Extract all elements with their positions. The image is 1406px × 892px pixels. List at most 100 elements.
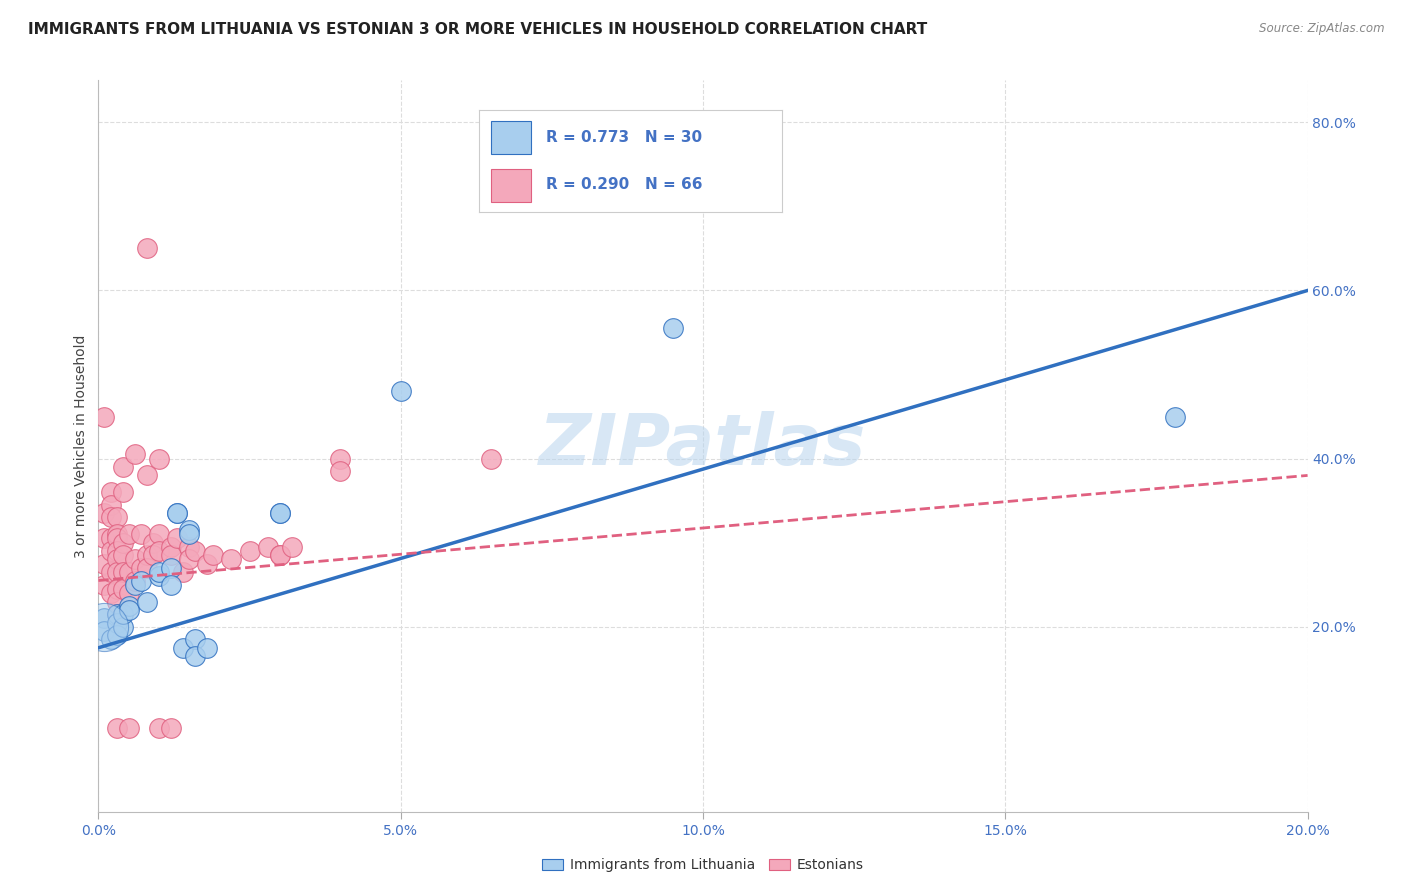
Point	[160, 578, 183, 592]
Point	[111, 535, 134, 549]
Point	[135, 561, 157, 575]
Point	[100, 510, 122, 524]
Point	[184, 544, 207, 558]
Point	[661, 321, 683, 335]
Point	[100, 532, 122, 546]
Point	[221, 552, 243, 566]
Point	[93, 506, 115, 520]
Point	[111, 620, 134, 634]
Point	[124, 447, 146, 461]
Point	[93, 620, 115, 634]
Point	[172, 640, 194, 655]
Point	[195, 640, 218, 655]
Point	[148, 565, 170, 579]
Point	[142, 549, 165, 563]
Point	[100, 498, 122, 512]
Point	[105, 532, 128, 546]
Point	[135, 468, 157, 483]
Point	[93, 624, 115, 638]
Point	[148, 451, 170, 466]
Point	[329, 451, 352, 466]
Text: IMMIGRANTS FROM LITHUANIA VS ESTONIAN 3 OR MORE VEHICLES IN HOUSEHOLD CORRELATIO: IMMIGRANTS FROM LITHUANIA VS ESTONIAN 3 …	[28, 22, 928, 37]
Point	[160, 721, 183, 735]
Point	[256, 540, 278, 554]
Point	[111, 549, 134, 563]
Point	[195, 557, 218, 571]
Point	[148, 721, 170, 735]
Point	[389, 384, 412, 399]
Point	[118, 586, 141, 600]
Point	[179, 552, 201, 566]
Point	[93, 611, 115, 625]
Point	[105, 544, 128, 558]
Point	[118, 527, 141, 541]
Point	[105, 527, 128, 541]
Point	[160, 549, 183, 563]
Point	[148, 544, 170, 558]
Point	[111, 485, 134, 500]
Point	[329, 464, 352, 478]
Point	[124, 574, 146, 588]
Point	[179, 527, 201, 541]
Text: Source: ZipAtlas.com: Source: ZipAtlas.com	[1260, 22, 1385, 36]
Point	[148, 527, 170, 541]
Point	[166, 506, 188, 520]
Point	[118, 565, 141, 579]
Point	[118, 721, 141, 735]
Point	[269, 506, 291, 520]
Point	[111, 607, 134, 622]
Point	[100, 565, 122, 579]
Point	[202, 549, 225, 563]
Point	[100, 632, 122, 647]
Point	[105, 607, 128, 622]
Point	[172, 565, 194, 579]
Point	[93, 409, 115, 424]
Point	[281, 540, 304, 554]
Point	[160, 540, 183, 554]
Point	[105, 582, 128, 596]
Point	[184, 632, 207, 647]
Point	[105, 721, 128, 735]
Point	[129, 527, 152, 541]
Point	[105, 565, 128, 579]
Point	[100, 544, 122, 558]
Point	[129, 574, 152, 588]
Point	[105, 628, 128, 642]
Point	[111, 460, 134, 475]
Point	[105, 594, 128, 608]
Point	[93, 532, 115, 546]
Point	[166, 506, 188, 520]
Point	[105, 607, 128, 622]
Point	[184, 649, 207, 664]
Point	[111, 565, 134, 579]
Point	[111, 582, 134, 596]
Point	[118, 603, 141, 617]
Y-axis label: 3 or more Vehicles in Household: 3 or more Vehicles in Household	[75, 334, 89, 558]
Point	[105, 510, 128, 524]
Point	[1163, 409, 1185, 424]
Point	[93, 578, 115, 592]
Point	[124, 552, 146, 566]
Text: ZIPatlas: ZIPatlas	[540, 411, 866, 481]
Point	[135, 242, 157, 256]
Legend: Immigrants from Lithuania, Estonians: Immigrants from Lithuania, Estonians	[537, 853, 869, 878]
Point	[179, 540, 201, 554]
Point	[100, 485, 122, 500]
Point	[239, 544, 262, 558]
Point	[481, 451, 503, 466]
Point	[118, 599, 141, 613]
Point	[129, 561, 152, 575]
Point	[100, 586, 122, 600]
Point	[179, 523, 201, 537]
Point	[142, 535, 165, 549]
Point	[105, 615, 128, 630]
Point	[93, 557, 115, 571]
Point	[135, 594, 157, 608]
Point	[135, 549, 157, 563]
Point	[269, 549, 291, 563]
Point	[160, 561, 183, 575]
Point	[166, 532, 188, 546]
Point	[105, 552, 128, 566]
Point	[148, 569, 170, 583]
Point	[269, 506, 291, 520]
